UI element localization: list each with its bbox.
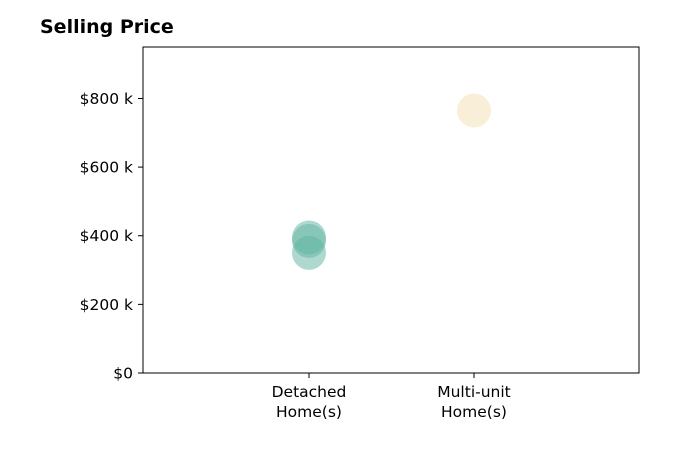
x-tick-label: Detached [272, 383, 347, 401]
chart-title: Selling Price [40, 16, 174, 38]
axes-layer: $0 $200 k $400 k $600 k $800 k Detached Home(s… [80, 46, 640, 421]
data-point [292, 235, 326, 270]
y-tick-label: $400 k [80, 227, 133, 245]
y-tick-label: $0 [113, 365, 133, 383]
y-tick-label: $800 k [80, 90, 133, 108]
x-tick-label: Home(s) [276, 403, 342, 421]
points-layer [292, 93, 491, 270]
x-tick-label: Home(s) [441, 403, 507, 421]
y-tick-label: $600 k [80, 159, 133, 177]
plot-frame [142, 46, 640, 374]
x-tick-label: Multi-unit [437, 383, 511, 401]
data-point [457, 93, 491, 128]
y-tick-label: $200 k [80, 296, 133, 314]
